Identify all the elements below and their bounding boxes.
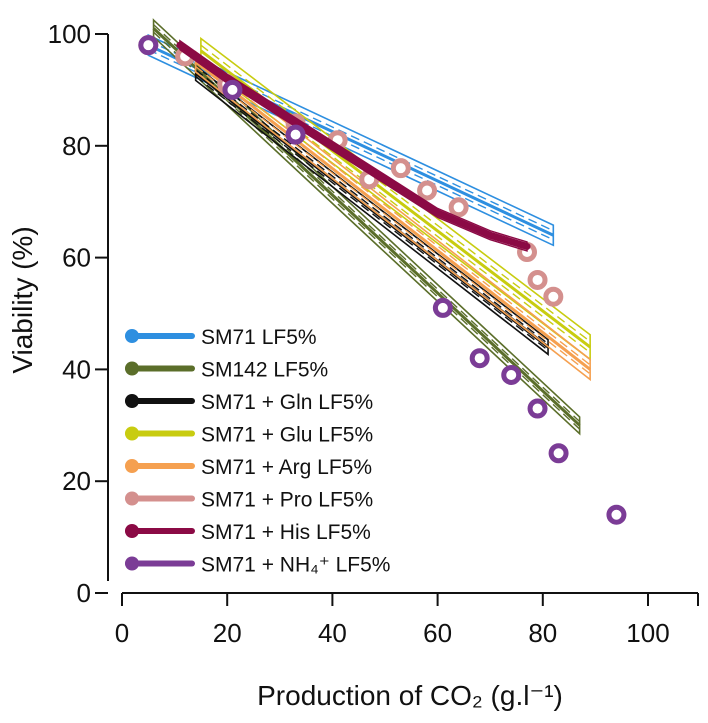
legend-item: SM71 + Glu LF5%: [125, 424, 373, 447]
data-point: [390, 158, 411, 179]
band-inner-line: [195, 75, 549, 351]
data-point: [469, 348, 490, 369]
legend-label: SM71 + Gln LF5%: [201, 391, 373, 414]
band-inner-line: [200, 44, 591, 343]
legend-label: SM142 LF5%: [201, 359, 328, 382]
legend-swatch-marker: [125, 426, 139, 441]
axes: [107, 34, 698, 594]
y-tick-label: 100: [48, 19, 91, 49]
confidence-band: [179, 39, 528, 252]
y-tick-label: 20: [62, 466, 91, 496]
data-point: [432, 297, 453, 318]
data-point: [138, 35, 159, 56]
series-4: [194, 50, 592, 382]
legend-swatch-marker: [125, 556, 139, 571]
data-point: [285, 124, 306, 145]
confidence-band: [152, 18, 581, 436]
x-axis-title: Production of CO₂ (g.l⁻¹): [257, 680, 563, 711]
data-point: [501, 364, 522, 385]
data-point: [527, 269, 548, 290]
y-tick-label: 0: [77, 578, 91, 608]
legend-label: SM71 + Pro LF5%: [201, 489, 373, 512]
y-tick-label: 80: [62, 131, 91, 161]
y-axis-title: Viability (%): [7, 226, 38, 373]
y-tick-label: 40: [62, 354, 91, 384]
legend-label: SM71 + NH₄⁺ LF5%: [201, 554, 390, 577]
legend-label: SM71 LF5%: [201, 326, 317, 349]
legend-item: SM71 LF5%: [125, 326, 317, 349]
data-point: [222, 79, 243, 100]
legend-item: SM71 + Pro LF5%: [125, 489, 373, 512]
x-tick-label: 80: [528, 618, 557, 648]
x-tick-label: 20: [213, 618, 242, 648]
x-tick-label: 100: [626, 618, 669, 648]
legend-swatch-marker: [125, 459, 139, 473]
data-point: [417, 180, 438, 201]
data-point: [606, 504, 627, 525]
legend-item: SM71 + NH₄⁺ LF5%: [125, 554, 390, 577]
legend-swatch-marker: [125, 394, 139, 408]
legend-item: SM142 LF5%: [125, 359, 328, 382]
data-point: [543, 286, 564, 307]
band-inner-line: [195, 56, 591, 366]
fit-line: [194, 60, 592, 371]
legend-swatch-marker: [125, 329, 139, 343]
plot-area: [138, 18, 627, 525]
band-inner-line: [195, 69, 549, 345]
legend-swatch-marker: [125, 524, 139, 538]
x-tick-label: 40: [318, 618, 347, 648]
data-point: [527, 398, 548, 419]
legend-item: SM71 + Arg LF5%: [125, 456, 372, 479]
data-point: [448, 197, 469, 218]
data-point: [548, 443, 569, 464]
band-inner-line: [200, 55, 591, 354]
legend-item: SM71 + Gln LF5%: [125, 391, 373, 414]
confidence-band: [194, 64, 549, 356]
legend-item: SM71 + His LF5%: [125, 521, 371, 544]
legend-swatch-marker: [125, 361, 139, 376]
x-tick-label: 60: [423, 618, 452, 648]
x-ticks: 0 20 40 60 80 100: [115, 593, 699, 648]
legend-label: SM71 + His LF5%: [201, 521, 371, 544]
legend: SM71 LF5% SM142 LF5% SM71 + Gln LF5% SM71 +…: [125, 326, 390, 577]
x-tick-label: 0: [115, 618, 129, 648]
legend-label: SM71 + Glu LF5%: [201, 424, 373, 447]
legend-swatch-marker: [125, 491, 139, 506]
y-ticks: 0 20 40 60 80 100: [48, 19, 108, 608]
y-tick-label: 60: [62, 243, 91, 273]
confidence-band: [194, 50, 591, 382]
legend-label: SM71 + Arg LF5%: [201, 456, 372, 479]
series-7: [138, 35, 627, 525]
